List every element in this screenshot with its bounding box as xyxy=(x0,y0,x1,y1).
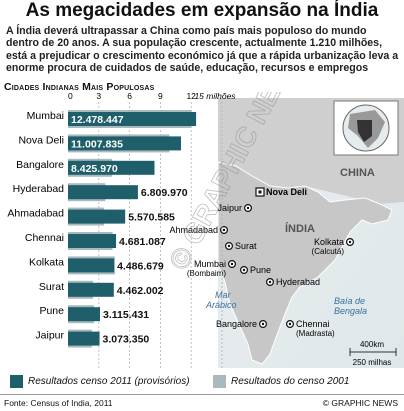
india-label: ÍNDIA xyxy=(285,222,315,235)
bar-2011 xyxy=(68,185,138,200)
category-label: Nova Deli xyxy=(18,134,64,146)
city-label: Nova Deli xyxy=(266,187,307,197)
bar-2011 xyxy=(68,282,114,297)
city-label: Ahmadabad xyxy=(169,225,218,235)
value-label: 4.681.087 xyxy=(119,236,166,248)
city-marker-dot xyxy=(227,244,231,248)
legend-label-2001: Resultados do censo 2001 xyxy=(231,376,350,387)
value-label: 8.425.970 xyxy=(71,163,118,175)
x-tick-label: 0 xyxy=(68,92,73,101)
capital-marker-dot xyxy=(258,190,262,194)
category-label: Pune xyxy=(39,305,64,317)
city-marker-dot xyxy=(261,322,265,326)
x-tick-label: 6 xyxy=(127,92,132,101)
value-label: 4.462.002 xyxy=(117,285,164,297)
map-scale-bar: 400km 250 milhas xyxy=(349,340,397,367)
svg-text:250 milhas: 250 milhas xyxy=(353,358,392,367)
category-label: Kolkata xyxy=(29,256,64,268)
value-label: 5.570.585 xyxy=(128,212,175,224)
locator-globe-icon xyxy=(333,100,399,156)
city-sublabel: (Madrasta) xyxy=(296,329,335,338)
value-label: 4.486.679 xyxy=(117,260,164,272)
category-label: Surat xyxy=(39,281,64,293)
city-label: Kolkata xyxy=(314,237,344,247)
city-label: Chennai xyxy=(296,319,330,329)
x-tick-label: 12 xyxy=(186,92,196,101)
legend-swatch-2001 xyxy=(213,375,226,388)
x-tick-label: 3 xyxy=(96,92,101,101)
city-label: Jaipur xyxy=(217,203,242,213)
city-label: Bangalore xyxy=(216,319,257,329)
city-marker-dot xyxy=(288,322,292,326)
bar-2011 xyxy=(68,234,117,248)
city-label: Surat xyxy=(235,241,257,251)
x-tick-label: 15 milhões xyxy=(194,92,236,101)
category-label: Hyderabad xyxy=(13,183,65,195)
india-map: CHINA ÍNDIA Mar Arábico Baía de Bengala … xyxy=(169,98,404,368)
city-marker-dot xyxy=(268,280,272,284)
credit: © GRAPHIC NEWS xyxy=(322,398,398,408)
city-marker-dot xyxy=(222,228,226,232)
legend-swatch-2011 xyxy=(10,375,23,388)
value-label: 3.073.350 xyxy=(103,334,150,346)
divider xyxy=(0,394,404,395)
city-marker-dot xyxy=(348,240,352,244)
city-marker-dot xyxy=(246,206,250,210)
city-marker-dot xyxy=(230,262,234,266)
city-marker-dot xyxy=(242,268,246,272)
page-title: As megacidades em expansão na Índia xyxy=(25,0,379,21)
bar-2011 xyxy=(68,209,126,224)
x-tick-label: 9 xyxy=(158,92,163,101)
bar-chart-with-map: CHINA ÍNDIA Mar Arábico Baía de Bengala … xyxy=(7,92,404,368)
sea-label: Mar xyxy=(215,290,232,300)
city-label: Mumbai xyxy=(194,259,226,269)
value-label: 6.809.970 xyxy=(141,187,188,199)
city-sublabel: (Bombaim) xyxy=(187,269,226,278)
china-label: CHINA xyxy=(340,167,375,179)
bar-2011 xyxy=(68,160,155,175)
bar-2011 xyxy=(68,331,100,346)
bar-2011 xyxy=(68,258,115,273)
chart-bars: Mumbai 12.478.447 Nova Deli 11.007.835 Banga… xyxy=(7,110,197,348)
intro-text: A Índia deverá ultrapassar a China como … xyxy=(6,25,399,75)
city-label: Pune xyxy=(250,265,271,275)
sea-label-2: Arábico xyxy=(205,300,237,310)
bar-2011 xyxy=(68,112,197,126)
source-note: Fonte: Census of India, 2011 xyxy=(4,398,113,408)
chart-subtitle: Cidades Indianas Mais Populosas xyxy=(4,81,155,93)
category-label: Mumbai xyxy=(27,110,64,122)
category-label: Jaipur xyxy=(35,330,64,342)
bar-2011 xyxy=(68,307,100,322)
city-label: Hyderabad xyxy=(276,277,320,287)
category-label: Bangalore xyxy=(16,159,64,171)
city-sublabel: (Calcutá) xyxy=(312,247,345,256)
map-cities: Nova Deli Jaipur Ahmadabad Surat Mumbai(Bomb… xyxy=(169,187,355,338)
value-label: 12.478.447 xyxy=(71,114,124,126)
india-landmass xyxy=(217,161,393,365)
category-label: Ahmadabad xyxy=(7,208,64,220)
category-label: Chennai xyxy=(25,232,64,244)
legend-label-2011: Resultados censo 2011 (provisórios) xyxy=(28,376,190,387)
svg-text:400km: 400km xyxy=(360,340,384,349)
bay-label: Baía de xyxy=(334,296,365,306)
value-label: 11.007.835 xyxy=(71,138,123,150)
chart-legend: Resultados censo 2011 (provisórios) Resu… xyxy=(6,372,400,392)
bay-label-2: Bengala xyxy=(334,306,367,316)
value-label: 3.115.431 xyxy=(103,309,149,321)
bar-2011 xyxy=(68,136,182,151)
